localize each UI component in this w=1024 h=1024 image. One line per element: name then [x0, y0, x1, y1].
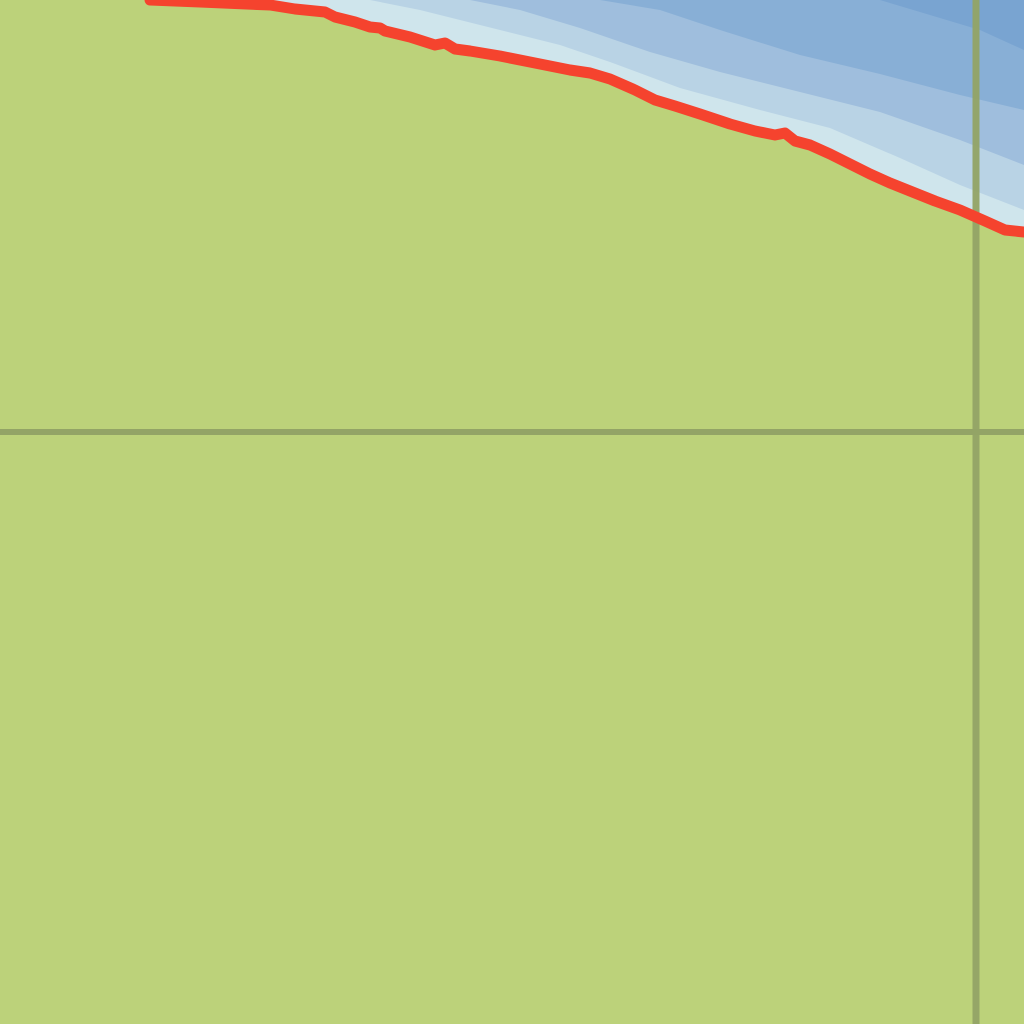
- sea-area: [150, 0, 1024, 232]
- coastline-line: [144, 0, 1024, 238]
- water-band-deepest: [880, 0, 1024, 50]
- water-band-deep: [600, 0, 1024, 110]
